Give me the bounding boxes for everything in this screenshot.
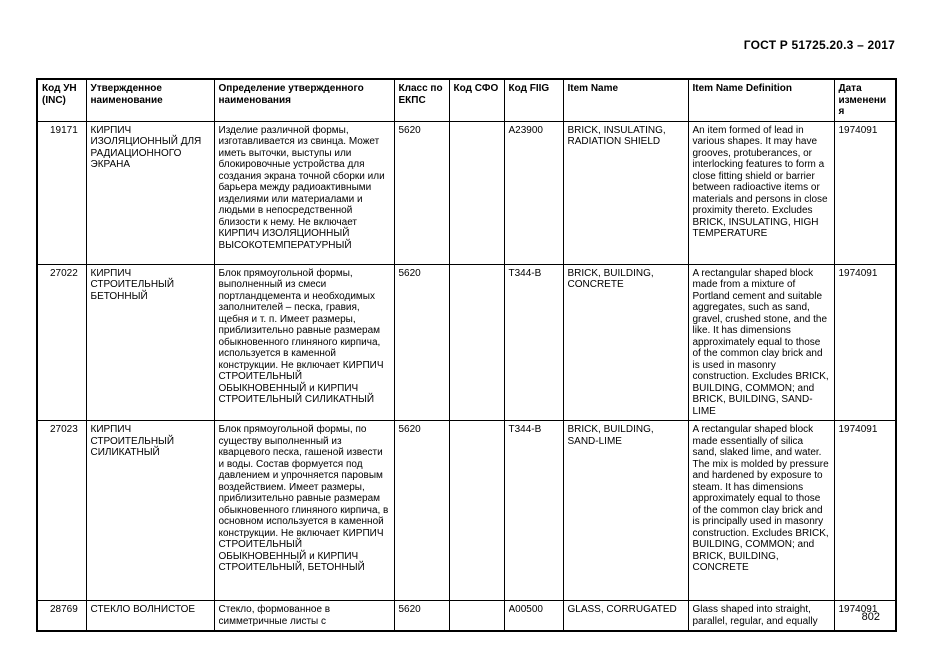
col-header-change-date: Дата изменения (833, 78, 897, 122)
col-header-approved-definition: Определение утвержденного наименования (213, 78, 395, 122)
cell-inc: 19171 (36, 120, 87, 265)
cell-ekps-class: 5620 (393, 120, 450, 265)
col-header-ekps-class: Класс по ЕКПС (393, 78, 450, 122)
cell-fiig-code: A00500 (503, 600, 564, 632)
cell-inc: 27023 (36, 420, 87, 601)
col-header-sfo-code: Код СФО (448, 78, 505, 122)
cell-change-date: 1974091 (833, 600, 897, 632)
cell-change-date: 1974091 (833, 420, 897, 601)
cell-item-name-definition: An item formed of lead in various shapes… (687, 120, 835, 265)
col-header-approved-name: Утвержденное наименование (85, 78, 215, 122)
cell-ekps-class: 5620 (393, 420, 450, 601)
cell-approved-name: КИРПИЧ СТРОИТЕЛЬНЫЙ БЕТОННЫЙ (85, 263, 215, 421)
cell-item-name: BRICK, INSULATING, RADIATION SHIELD (562, 120, 689, 265)
cell-item-name-definition: A rectangular shaped block made essentia… (687, 420, 835, 601)
col-header-inc: Код УН (INC) (36, 78, 87, 122)
cell-approved-name: КИРПИЧ ИЗОЛЯЦИОННЫЙ ДЛЯ РАДИАЦИОННОГО ЭК… (85, 120, 215, 265)
cell-fiig-code: T344-B (503, 420, 564, 601)
table-header-row: Код УН (INC) Утвержденное наименование О… (36, 78, 897, 122)
doc-title: ГОСТ Р 51725.20.3 – 2017 (743, 38, 895, 52)
cell-ekps-class: 5620 (393, 263, 450, 421)
cell-item-name-definition: A rectangular shaped block made from a m… (687, 263, 835, 421)
cell-approved-name: КИРПИЧ СТРОИТЕЛЬНЫЙ СИЛИКАТНЫЙ (85, 420, 215, 601)
cell-approved-definition: Стекло, формованное в симметричные листы… (213, 600, 395, 632)
cell-sfo-code (448, 263, 505, 421)
table-row: 27023 КИРПИЧ СТРОИТЕЛЬНЫЙ СИЛИКАТНЫЙ Бло… (36, 420, 897, 601)
cell-fiig-code: T344-B (503, 263, 564, 421)
cell-inc: 28769 (36, 600, 87, 632)
cell-change-date: 1974091 (833, 120, 897, 265)
cell-item-name: BRICK, BUILDING, CONCRETE (562, 263, 689, 421)
page-number: 802 (861, 611, 880, 623)
cell-item-name: GLASS, CORRUGATED (562, 600, 689, 632)
cell-approved-definition: Блок прямоугольной формы, выполненный из… (213, 263, 395, 421)
col-header-item-name: Item Name (562, 78, 689, 122)
cell-approved-definition: Блок прямоугольной формы, по существу вы… (213, 420, 395, 601)
cell-change-date: 1974091 (833, 263, 897, 421)
cell-inc: 27022 (36, 263, 87, 421)
cell-item-name: BRICK, BUILDING, SAND-LIME (562, 420, 689, 601)
cell-sfo-code (448, 600, 505, 632)
cell-fiig-code: A23900 (503, 120, 564, 265)
classification-table: Код УН (INC) Утвержденное наименование О… (36, 78, 897, 632)
cell-item-name-definition: Glass shaped into straight, parallel, re… (687, 600, 835, 632)
table-row: 28769 СТЕКЛО ВОЛНИСТОЕ Стекло, формованн… (36, 600, 897, 632)
table-row: 27022 КИРПИЧ СТРОИТЕЛЬНЫЙ БЕТОННЫЙ Блок … (36, 263, 897, 421)
cell-approved-definition: Изделие различной формы, изготавливается… (213, 120, 395, 265)
cell-sfo-code (448, 120, 505, 265)
col-header-item-name-definition: Item Name Definition (687, 78, 835, 122)
cell-sfo-code (448, 420, 505, 601)
col-header-fiig-code: Код FIIG (503, 78, 564, 122)
table-row: 19171 КИРПИЧ ИЗОЛЯЦИОННЫЙ ДЛЯ РАДИАЦИОНН… (36, 120, 897, 265)
